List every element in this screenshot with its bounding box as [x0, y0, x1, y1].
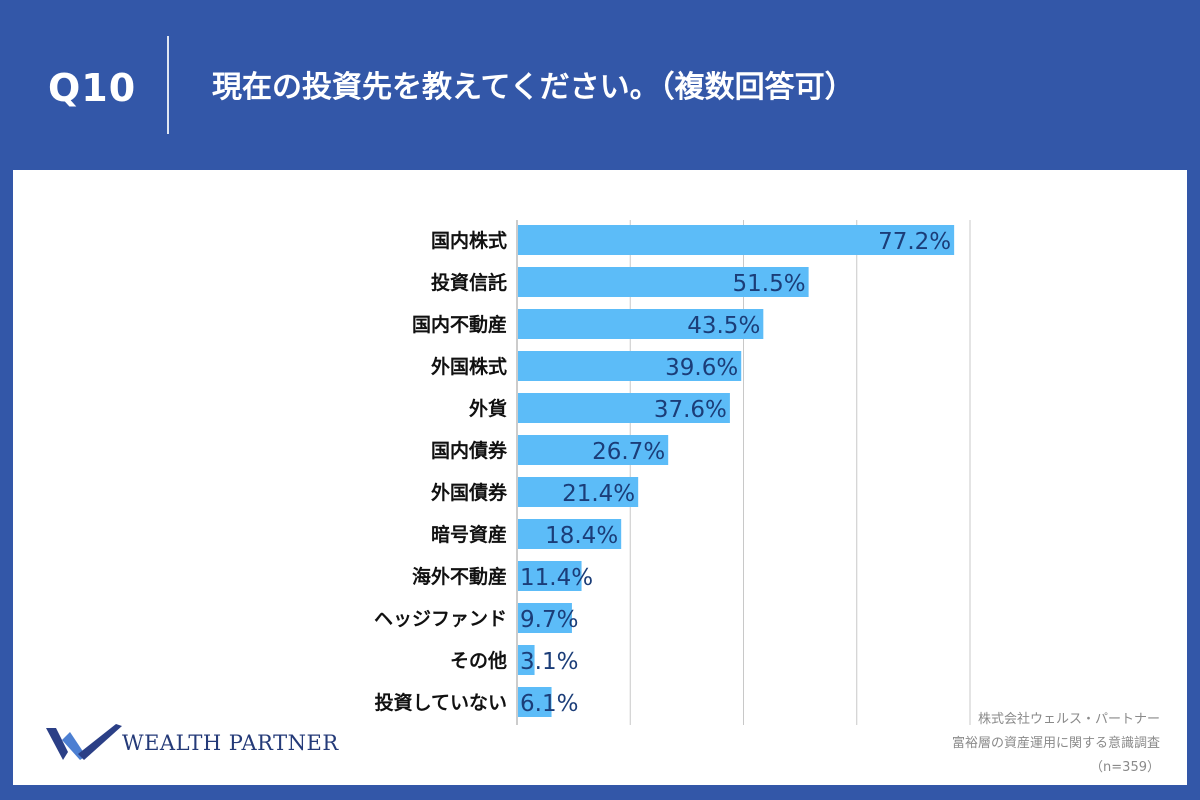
value-label: 37.6%: [654, 397, 727, 423]
header-divider: [167, 36, 169, 134]
bar: [518, 309, 764, 339]
source-company: 株式会社ウェルス・パートナー: [977, 712, 1160, 727]
wealth-partner-logo-icon: [46, 724, 122, 760]
category-label: 投資していない: [375, 691, 507, 714]
value-label: 43.5%: [687, 313, 760, 339]
source-survey: 富裕層の資産運用に関する意識調査: [951, 736, 1160, 751]
category-label: 暗号資産: [431, 523, 507, 546]
value-label: 3.1%: [520, 649, 578, 675]
bar: [518, 645, 535, 675]
bar: [518, 267, 809, 297]
value-label: 26.7%: [592, 439, 665, 465]
category-label: 外国債券: [431, 481, 508, 504]
bar: [518, 225, 955, 255]
brand-name: WEALTH PARTNER: [122, 731, 339, 755]
value-label: 11.4%: [520, 565, 593, 591]
bar: [518, 393, 730, 423]
value-label: 39.6%: [665, 355, 738, 381]
question-number: Q10: [48, 66, 137, 110]
chart-panel: 国内株式 77.2% 投資信託 51.5% 国内不動産 43.5% 外国株式 39.6% 外貨 3…: [13, 170, 1187, 785]
bar: [518, 435, 669, 465]
bar-chart: 国内株式 77.2% 投資信託 51.5% 国内不動産 43.5% 外国株式 39.6% 外貨 3…: [374, 220, 971, 725]
category-label: 外貨: [469, 397, 507, 420]
header: Q10 現在の投資先を教えてください。（複数回答可）: [0, 0, 1200, 170]
bar: [518, 561, 582, 591]
bar: [518, 351, 742, 381]
value-label: 6.1%: [520, 691, 578, 717]
category-label: 投資信託: [431, 271, 507, 294]
category-label: 国内不動産: [412, 313, 507, 336]
category-label: 外国株式: [431, 355, 507, 378]
value-label: 18.4%: [545, 523, 618, 549]
category-label: 国内債券: [431, 439, 508, 462]
value-label: 9.7%: [520, 607, 578, 633]
value-label: 77.2%: [878, 229, 951, 255]
category-label: 海外不動産: [412, 565, 507, 588]
bar: [518, 687, 552, 717]
value-label: 51.5%: [733, 271, 806, 297]
source-note: 株式会社ウェルス・パートナー 富裕層の資産運用に関する意識調査 （n=359）: [952, 708, 1160, 780]
category-label: ヘッジファンド: [374, 608, 507, 630]
source-sample: （n=359）: [1090, 760, 1160, 775]
value-label: 21.4%: [562, 481, 635, 507]
bar: [518, 519, 622, 549]
question-title: 現在の投資先を教えてください。（複数回答可）: [212, 70, 855, 105]
category-label: 国内株式: [431, 229, 507, 252]
bar: [518, 603, 572, 633]
category-label: その他: [450, 649, 507, 672]
bar: [518, 477, 639, 507]
